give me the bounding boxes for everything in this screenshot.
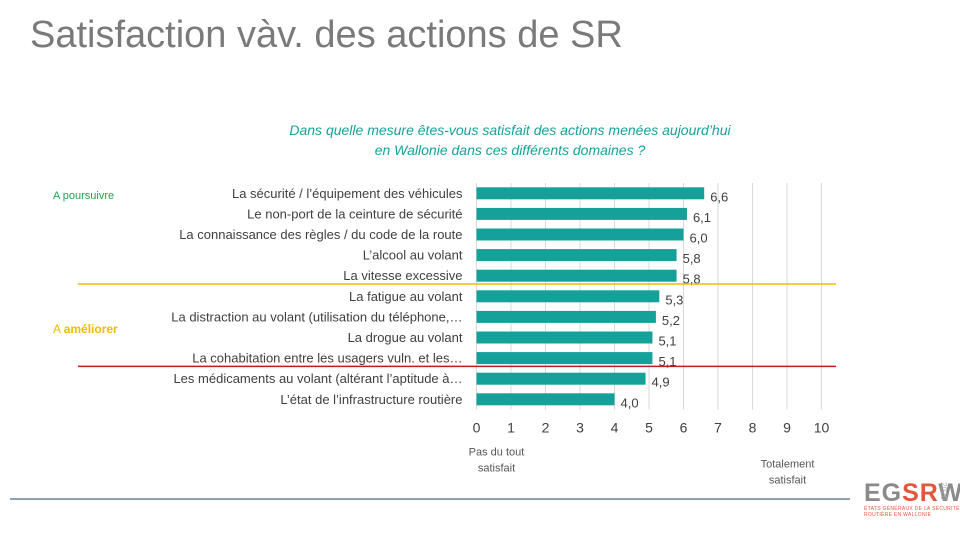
logo-prefix: EG: [864, 479, 903, 507]
bar: [476, 228, 684, 241]
x-min-caption-line2: satisfait: [478, 463, 515, 475]
bar: [476, 310, 656, 323]
egsrw-logo: EGSRW ÉTATS GÉNÉRAUX DE LA SÉCURITÉ ROUT…: [864, 479, 960, 524]
category-label: La drogue au volant: [348, 330, 463, 345]
value-label: 4,9: [652, 375, 670, 390]
page-title: Satisfaction vàv. des actions de SR: [30, 14, 623, 56]
category-label: La vitesse excessive: [343, 268, 462, 283]
x-tick-label: 2: [542, 420, 550, 436]
x-min-caption-line1: Pas du tout: [469, 447, 525, 459]
value-label: 6,0: [690, 231, 708, 246]
logo-year: 2020: [939, 482, 948, 500]
category-label: Les médicaments au volant (altérant l’ap…: [173, 371, 462, 386]
value-label: 5,8: [683, 272, 701, 287]
bar: [476, 187, 705, 200]
bar: [476, 393, 615, 406]
continue-label: A poursuivre: [53, 190, 115, 202]
x-max-caption-line2: satisfait: [769, 475, 806, 487]
category-label: L’alcool au volant: [363, 248, 463, 263]
value-label: 6,1: [693, 210, 711, 225]
bar: [476, 372, 646, 385]
question-line-1: Dans quelle mesure êtes-vous satisfait d…: [289, 122, 731, 138]
category-label: La distraction au volant (utilisation du…: [171, 309, 462, 324]
value-label: 4,0: [621, 395, 639, 410]
bar: [476, 290, 660, 303]
x-tick-label: 6: [680, 420, 688, 436]
x-tick-label: 4: [611, 420, 619, 436]
logo-subtitle-1: ÉTATS GÉNÉRAUX DE LA SÉCURITÉ: [864, 506, 960, 512]
category-label: La connaissance des règles / du code de …: [179, 227, 462, 242]
logo-subtitle-2: ROUTIÈRE EN WALLONIE: [864, 512, 932, 518]
footer-divider: [10, 498, 850, 500]
x-tick-label: 10: [814, 420, 830, 436]
value-label: 5,1: [658, 354, 676, 369]
improve-label: A améliorer: [53, 322, 118, 336]
bar: [476, 207, 687, 220]
value-label: 5,1: [658, 334, 676, 349]
x-tick-label: 5: [645, 420, 653, 436]
bar: [476, 249, 677, 262]
question-line-2: en Wallonie dans ces différents domaines…: [374, 142, 646, 158]
x-tick-label: 8: [749, 420, 757, 436]
bar: [476, 269, 677, 282]
x-tick-label: 0: [473, 420, 481, 436]
logo-suffix: W: [938, 479, 960, 507]
logo-highlight: SR: [902, 479, 939, 507]
value-label: 5,8: [683, 251, 701, 266]
x-tick-label: 1: [507, 420, 515, 436]
survey-question: Dans quelle mesure êtes-vous satisfait d…: [200, 120, 820, 160]
x-tick-label: 7: [714, 420, 722, 436]
category-label: Le non-port de la ceinture de sécurité: [247, 206, 462, 221]
x-tick-label: 9: [783, 420, 791, 436]
bar: [476, 331, 653, 344]
value-label: 5,2: [662, 313, 680, 328]
bar: [476, 352, 653, 365]
category-label: La cohabitation entre les usagers vuln. …: [192, 351, 462, 366]
category-label: La sécurité / l’équipement des véhicules: [232, 186, 463, 201]
category-label: L’état de l’infrastructure routière: [280, 392, 462, 407]
value-label: 5,3: [665, 292, 683, 307]
value-label: 6,6: [710, 189, 728, 204]
improve-label-word: améliorer: [63, 322, 118, 336]
logo-wordmark: EGSRW: [864, 479, 960, 507]
improve-label-prefix: A: [53, 322, 64, 336]
category-label: La fatigue au volant: [349, 289, 463, 304]
x-tick-label: 3: [576, 420, 584, 436]
x-max-caption-line1: Totalement: [761, 459, 815, 471]
